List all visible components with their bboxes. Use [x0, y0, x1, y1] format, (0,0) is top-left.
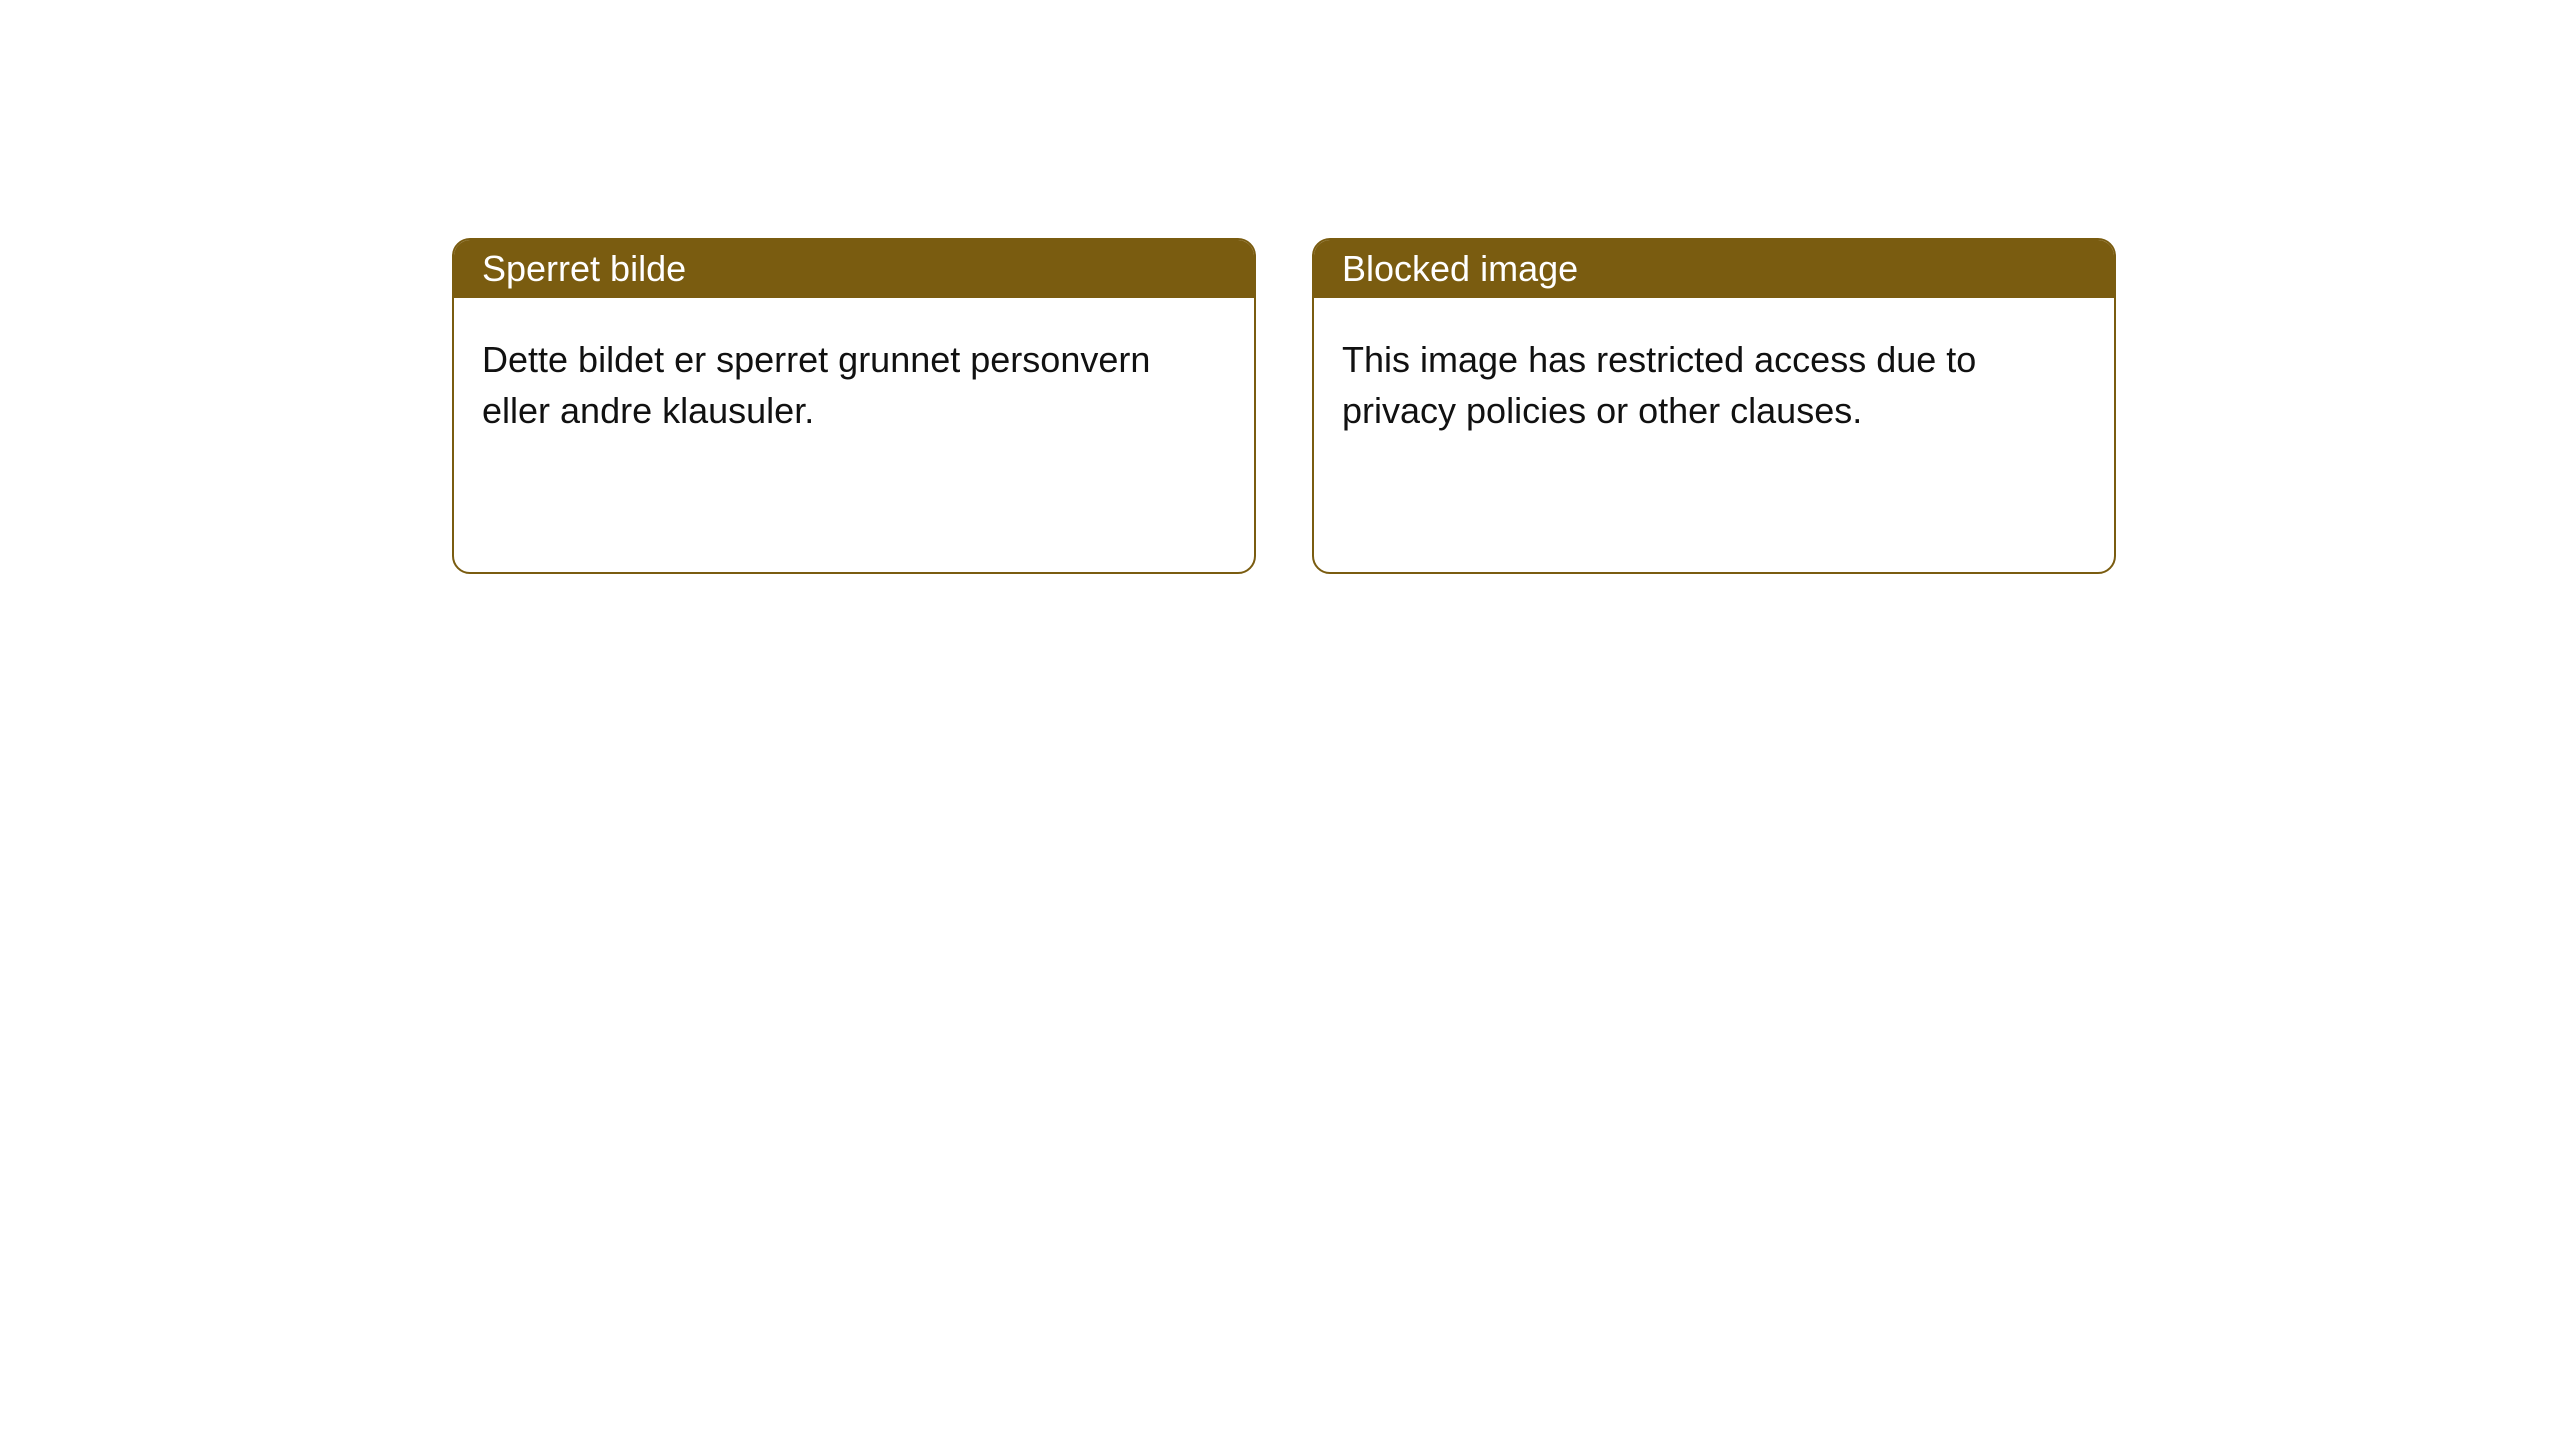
notice-title-english: Blocked image — [1342, 248, 1578, 290]
notice-title-norwegian: Sperret bilde — [482, 248, 686, 290]
notice-text-english: This image has restricted access due to … — [1342, 339, 1976, 431]
notice-card-norwegian: Sperret bilde Dette bildet er sperret gr… — [452, 238, 1256, 574]
notice-header-norwegian: Sperret bilde — [454, 240, 1254, 298]
notice-body-english: This image has restricted access due to … — [1314, 298, 2114, 472]
notice-card-english: Blocked image This image has restricted … — [1312, 238, 2116, 574]
notice-header-english: Blocked image — [1314, 240, 2114, 298]
notice-body-norwegian: Dette bildet er sperret grunnet personve… — [454, 298, 1254, 472]
notice-container: Sperret bilde Dette bildet er sperret gr… — [0, 0, 2560, 574]
notice-text-norwegian: Dette bildet er sperret grunnet personve… — [482, 339, 1150, 431]
